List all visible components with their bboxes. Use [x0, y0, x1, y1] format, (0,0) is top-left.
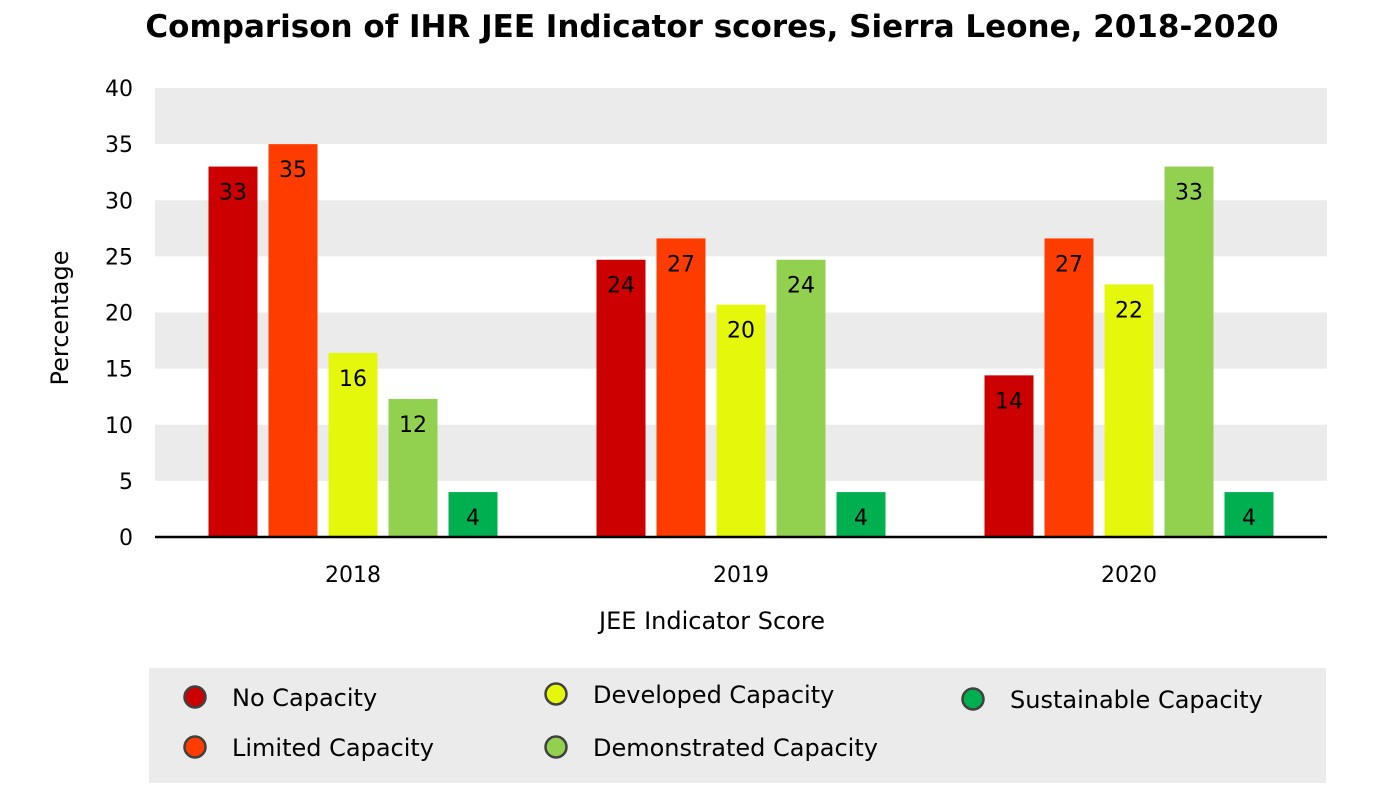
data-label: 20: [727, 319, 755, 344]
legend-swatch: [183, 685, 207, 709]
bar: [984, 375, 1034, 537]
bar: [596, 259, 646, 537]
data-label: 4: [1242, 506, 1256, 531]
data-label: 27: [667, 252, 695, 277]
y-tick-label: 35: [105, 133, 133, 158]
legend-label: Demonstrated Capacity: [593, 734, 878, 762]
bar: [1044, 238, 1094, 538]
legend-item: Sustainable Capacity: [961, 686, 1263, 714]
y-tick-label: 15: [105, 358, 133, 383]
legend-items: No Capacity Limited Capacity Developed Cap…: [183, 681, 1263, 762]
y-tick-label: 30: [105, 189, 133, 214]
data-label: 35: [279, 158, 307, 183]
legend-label: Sustainable Capacity: [1010, 686, 1263, 714]
data-label: 14: [995, 389, 1023, 414]
legend-item: No Capacity: [183, 684, 377, 712]
data-label: 24: [607, 274, 635, 299]
x-tick-label: 2018: [325, 563, 381, 588]
bar: [1164, 166, 1214, 537]
bar: [716, 304, 766, 537]
legend-item: Demonstrated Capacity: [544, 734, 878, 762]
data-labels: 33 35 16 12 4 24 27 20 24 4 14 27 22 33 4: [219, 158, 1256, 531]
bar: [776, 259, 826, 537]
bar: [448, 492, 498, 537]
x-axis-title: JEE Indicator Score: [597, 607, 825, 635]
data-label: 4: [466, 506, 480, 531]
bar: [1104, 284, 1154, 537]
x-axis-ticks: 2018 2019 2020: [325, 563, 1157, 588]
bar: [836, 492, 886, 537]
y-tick-label: 0: [119, 526, 133, 551]
legend-item: Developed Capacity: [544, 681, 834, 709]
data-label: 33: [1175, 181, 1203, 206]
bar: [328, 352, 378, 537]
bar: [268, 144, 318, 537]
data-label: 27: [1055, 252, 1083, 277]
x-tick-label: 2019: [713, 563, 769, 588]
legend-swatch: [544, 735, 568, 759]
y-axis-ticks: 0 5 10 15 20 25 30 35 40: [105, 77, 133, 551]
legend-label: Limited Capacity: [232, 734, 434, 762]
legend-swatch: [544, 682, 568, 706]
y-axis-title: Percentage: [46, 250, 74, 385]
data-label: 22: [1115, 298, 1143, 323]
legend-swatch: [961, 687, 985, 711]
legend-item: Limited Capacity: [183, 734, 434, 762]
data-label: 12: [399, 413, 427, 438]
bar: [208, 166, 258, 537]
y-tick-label: 40: [105, 77, 133, 102]
legend-label: Developed Capacity: [593, 681, 834, 709]
legend-swatch: [183, 735, 207, 759]
y-tick-label: 10: [105, 414, 133, 439]
bar: [656, 238, 706, 538]
bar: [388, 398, 438, 537]
legend-label: No Capacity: [232, 684, 377, 712]
data-label: 24: [787, 274, 815, 299]
data-label: 16: [339, 367, 367, 392]
grid-band: [155, 88, 1327, 145]
chart-title: Comparison of IHR JEE Indicator scores, …: [145, 9, 1278, 45]
legend: [149, 668, 1326, 783]
bar: [1224, 492, 1274, 537]
grid-band: [155, 200, 1327, 257]
data-label: 33: [219, 181, 247, 206]
y-tick-label: 5: [119, 470, 133, 495]
y-tick-label: 25: [105, 245, 133, 270]
y-tick-label: 20: [105, 302, 133, 327]
x-tick-label: 2020: [1101, 563, 1157, 588]
data-label: 4: [854, 506, 868, 531]
bars: [208, 144, 1274, 538]
